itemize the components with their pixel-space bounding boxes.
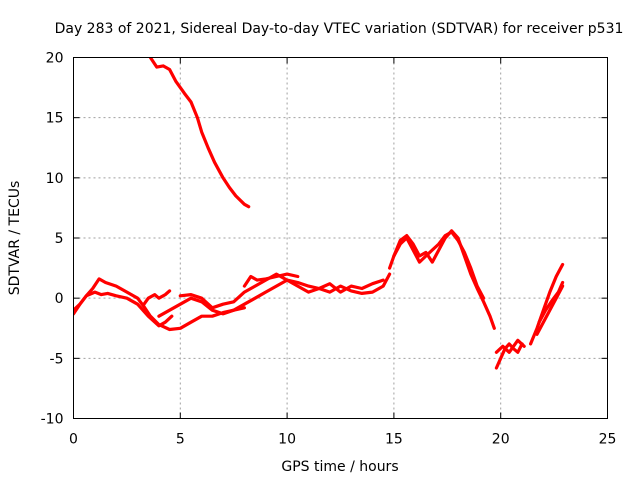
series-line-arc-14 bbox=[537, 280, 565, 324]
x-tick-label: 10 bbox=[278, 432, 296, 448]
series-line-arc-7 bbox=[148, 57, 251, 209]
x-tick-labels: 0 5 10 15 20 25 bbox=[69, 432, 616, 448]
y-tick-label: 5 bbox=[55, 231, 64, 247]
y-tick-label: -5 bbox=[50, 351, 64, 367]
series-line-arc-6 bbox=[242, 272, 300, 288]
x-tick-label: 15 bbox=[385, 432, 403, 448]
series-line-arc-9 bbox=[392, 230, 486, 300]
chart-title: Day 283 of 2021, Sidereal Day-to-day VTE… bbox=[55, 21, 624, 37]
x-tick-label: 5 bbox=[176, 432, 185, 448]
x-tick-label: 0 bbox=[69, 432, 78, 448]
series-line-arc-11 bbox=[494, 338, 526, 354]
series-line-arc-2 bbox=[73, 277, 246, 332]
data-series bbox=[73, 57, 565, 370]
y-tick-labels: -10 -5 0 5 10 15 20 bbox=[41, 51, 64, 428]
series-line-arc-3 bbox=[142, 289, 172, 306]
grid-lines bbox=[73, 57, 608, 419]
series-line-arc-5 bbox=[178, 272, 385, 310]
series-line-arc-4 bbox=[157, 272, 392, 318]
x-tick-label: 25 bbox=[599, 432, 617, 448]
y-tick-label: 15 bbox=[46, 111, 64, 127]
x-axis-label: GPS time / hours bbox=[281, 459, 398, 475]
y-tick-label: 10 bbox=[46, 171, 64, 187]
series-line-arc-10 bbox=[494, 342, 524, 370]
x-tick-label: 20 bbox=[492, 432, 510, 448]
y-tick-label: 20 bbox=[46, 51, 64, 67]
series-line-arc-8 bbox=[388, 229, 496, 330]
y-axis-label: SDTVAR / TECUs bbox=[7, 181, 23, 296]
y-tick-label: 0 bbox=[55, 291, 64, 307]
y-tick-label: -10 bbox=[41, 412, 64, 428]
plot-frame bbox=[73, 57, 608, 419]
series-line-arc-12 bbox=[528, 262, 565, 346]
